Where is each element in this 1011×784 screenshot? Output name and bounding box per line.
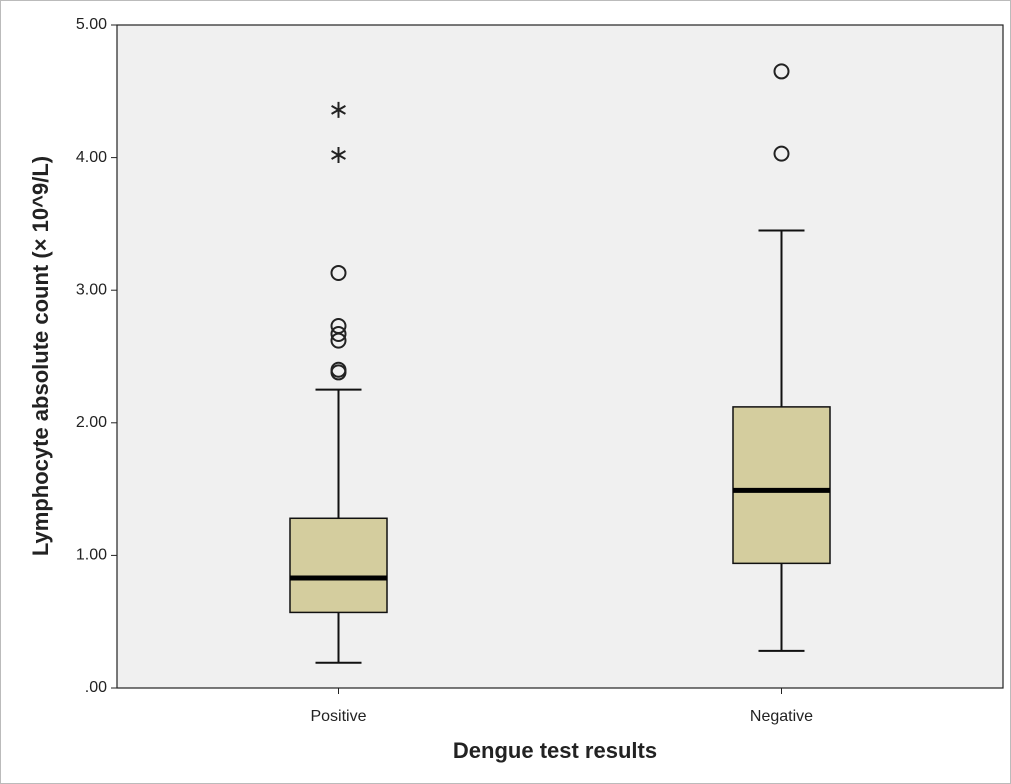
outlier xyxy=(773,63,790,80)
y-axis-title: Lymphocyte absolute count (× 10^9/L) xyxy=(28,156,53,556)
y-tick-label: 5.00 xyxy=(76,16,107,33)
x-axis-title: Dengue test results xyxy=(453,738,657,763)
outlier xyxy=(330,325,347,342)
outlier xyxy=(330,361,347,378)
y-tick-label: .00 xyxy=(85,679,107,696)
outlier xyxy=(773,145,790,162)
outlier xyxy=(330,318,347,335)
box xyxy=(732,406,831,565)
box xyxy=(289,517,388,614)
y-tick-label: 2.00 xyxy=(76,414,107,431)
extreme xyxy=(331,101,346,118)
extreme xyxy=(331,146,346,163)
y-tick-label: 1.00 xyxy=(76,547,107,564)
x-tick-label: Negative xyxy=(750,708,813,725)
y-tick-label: 4.00 xyxy=(76,149,107,166)
x-tick-label: Positive xyxy=(310,708,366,725)
outlier xyxy=(330,264,347,281)
y-tick-label: 3.00 xyxy=(76,281,107,298)
plot-area xyxy=(116,24,1004,689)
